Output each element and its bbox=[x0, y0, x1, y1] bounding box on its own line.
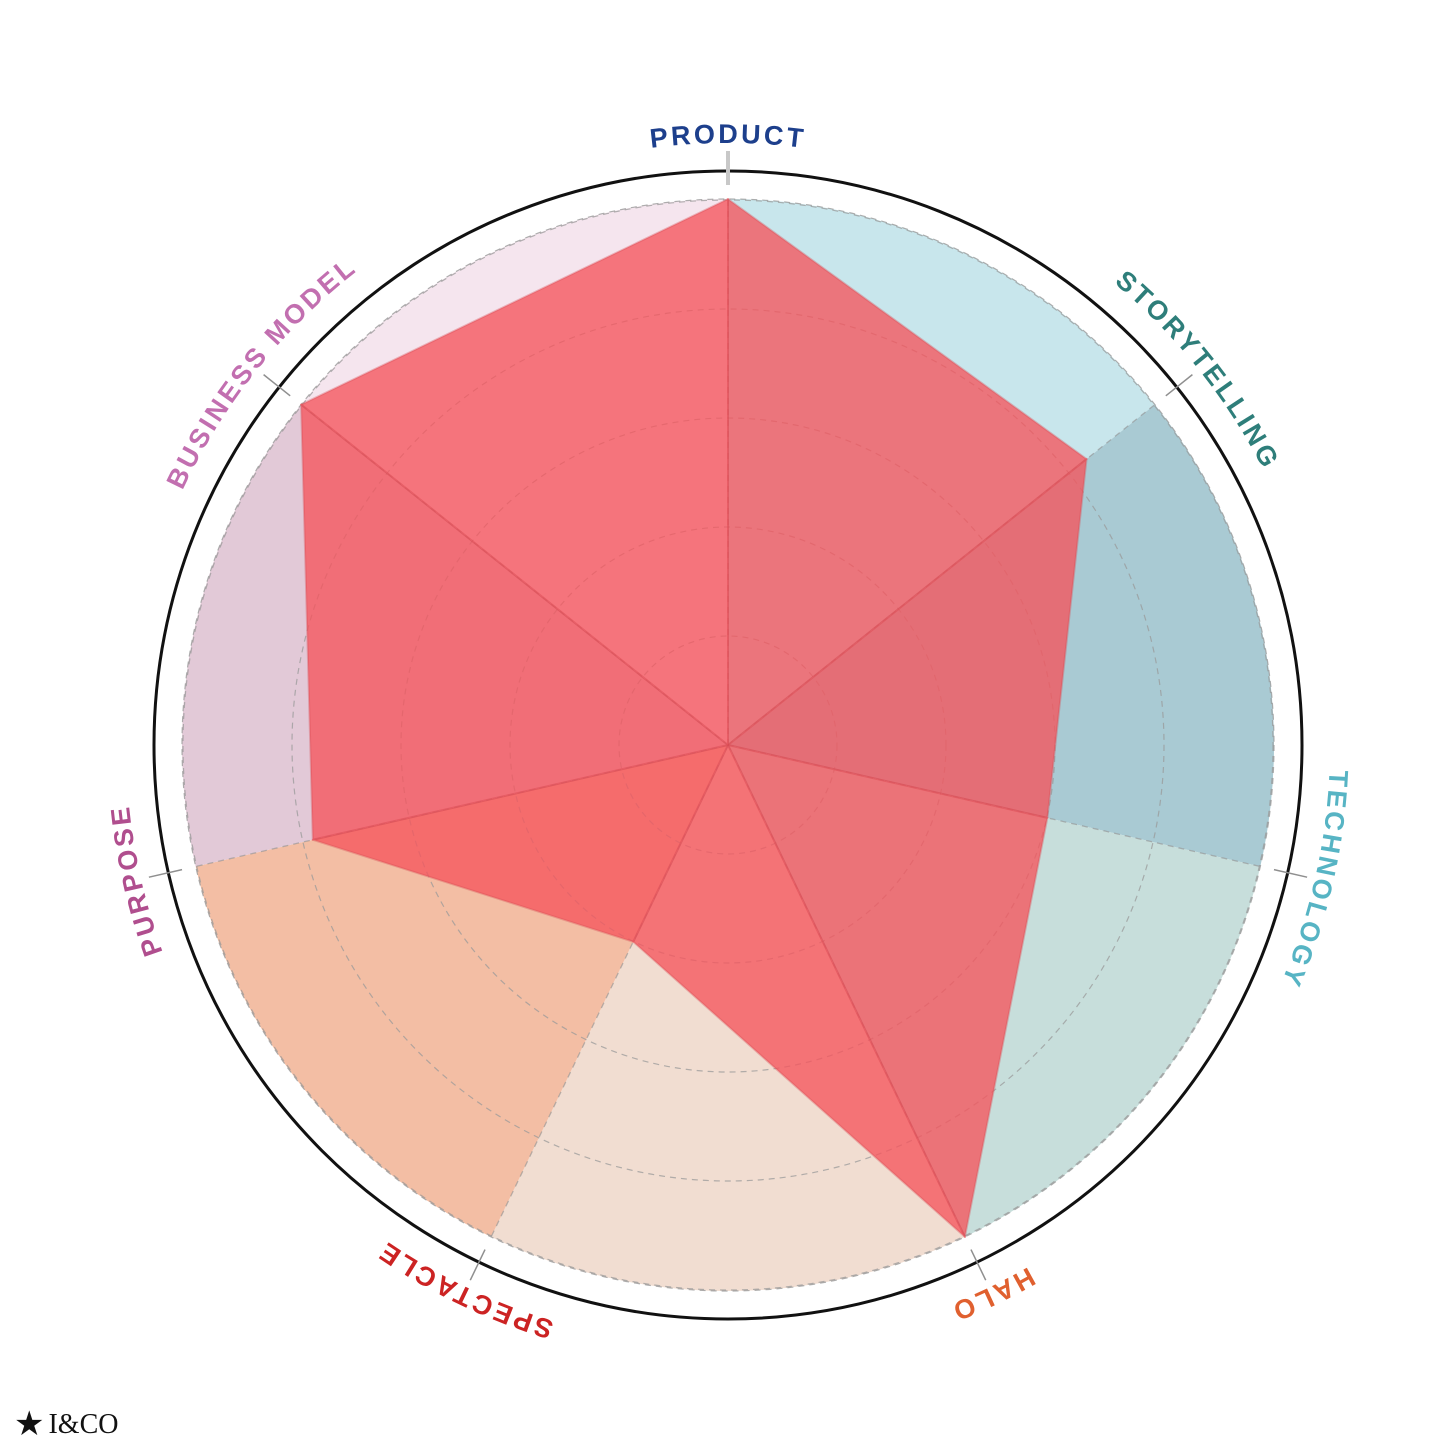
data-point-halo bbox=[964, 1236, 966, 1238]
data-wedge-purpose bbox=[300, 403, 729, 841]
grid-ring bbox=[291, 308, 1165, 1182]
tick-business-model bbox=[263, 374, 291, 397]
data-point-storytelling bbox=[1086, 458, 1088, 460]
data-wedge-storytelling bbox=[727, 458, 1088, 819]
data-point-purpose bbox=[312, 839, 314, 841]
data-wedge-business-model bbox=[300, 198, 729, 746]
tick-technology bbox=[1273, 868, 1308, 878]
tick-purpose bbox=[148, 868, 183, 878]
data-wedge-halo bbox=[632, 744, 966, 1238]
axis-label-product: PRODUCT bbox=[648, 119, 808, 154]
brand-logo: ★ I&CO bbox=[14, 1408, 118, 1442]
data-point-business-model bbox=[300, 404, 302, 406]
star-icon: ★ bbox=[14, 1406, 45, 1443]
data-point-product bbox=[727, 198, 729, 200]
grid-ring-outer bbox=[181, 198, 1275, 1292]
brand-name: I&CO bbox=[48, 1409, 119, 1440]
tick-spectacle bbox=[469, 1249, 486, 1281]
data-point-spectacle bbox=[632, 941, 634, 943]
data-point-technology bbox=[1046, 817, 1048, 819]
data-polygon bbox=[300, 198, 1088, 1238]
tick-halo bbox=[970, 1249, 987, 1281]
tick-storytelling bbox=[1165, 374, 1193, 397]
